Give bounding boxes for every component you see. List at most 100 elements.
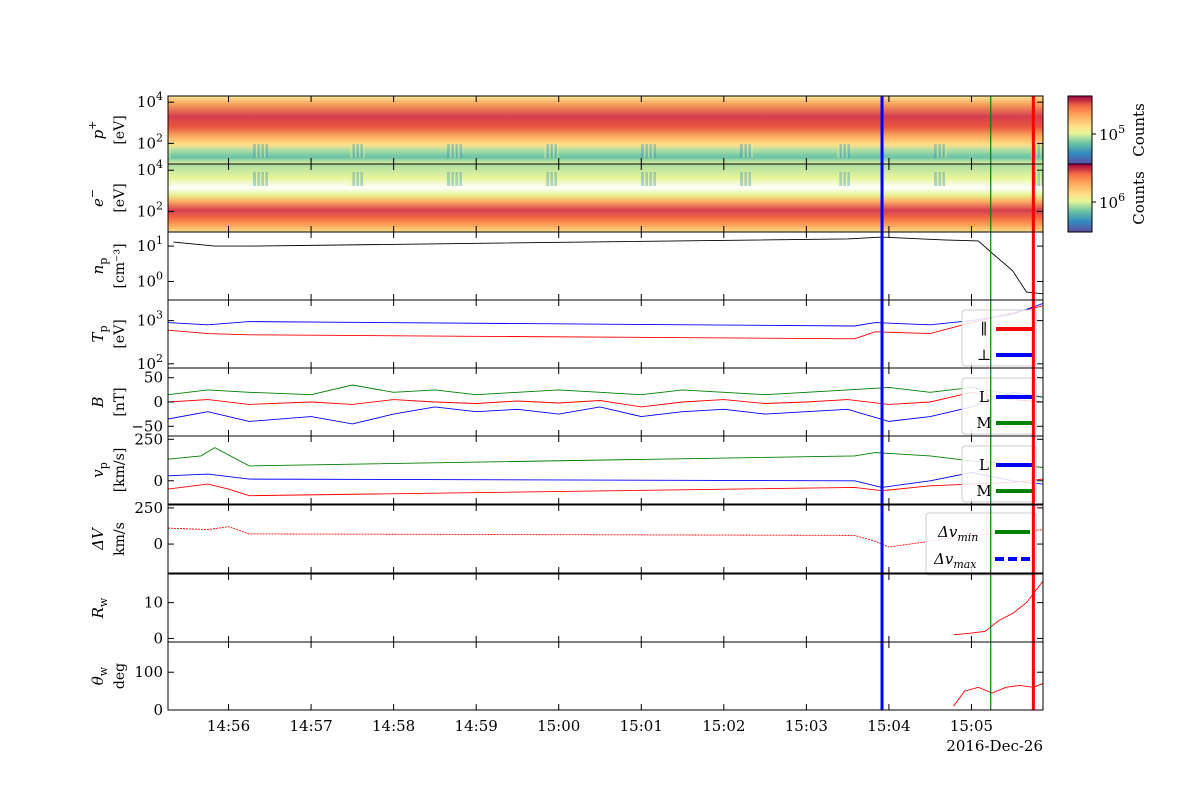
- delta-v-ylabel: ΔV: [89, 526, 107, 551]
- electron-spectrogram-texture-cell: [261, 172, 264, 186]
- panel-electron-spectrogram: 102 104 e− [eV]: [86, 158, 1043, 232]
- colorbar-electron-spectrogram: [1067, 163, 1093, 233]
- magnetic-field-series-2: [168, 391, 1043, 408]
- xtick-label: 14:56: [207, 717, 250, 735]
- event-markers: [880, 96, 1035, 710]
- walen-ratio-ytick-label: 0: [153, 629, 163, 647]
- electron-spectrogram-ytick-label: 102: [137, 199, 163, 220]
- proton-spectrogram-texture-cell: [546, 144, 549, 158]
- legend-label: Δvmax: [933, 550, 977, 571]
- proton-spectrogram-texture-cell: [455, 144, 458, 158]
- xtick-label: 15:02: [702, 717, 745, 735]
- xtick-label: 14:57: [289, 717, 332, 735]
- electron-spectrogram-texture-cell: [455, 172, 458, 186]
- proton-spectrogram-texture-cell: [255, 144, 258, 158]
- legend-box: [961, 445, 1037, 503]
- electron-spectrogram-texture-cell: [839, 172, 842, 186]
- electron-spectrogram-texture-cell: [653, 172, 656, 186]
- proton-spectrogram-texture-cell: [647, 144, 650, 158]
- electron-spectrogram-texture-cell: [253, 172, 256, 186]
- velocity-yunit: [km/s]: [112, 448, 128, 493]
- proton-spectrogram-texture-cell: [742, 144, 745, 158]
- density-series-0: [173, 236, 1043, 295]
- electron-spectrogram-texture-cell: [641, 172, 644, 186]
- colorbar-label: Counts: [1130, 103, 1148, 157]
- electron-spectrogram-texture-cell: [1035, 172, 1038, 186]
- electron-spectrogram-texture-cell: [457, 172, 460, 186]
- proton-spectrogram-texture-cell: [746, 144, 749, 158]
- electron-spectrogram-texture-cell: [451, 172, 454, 186]
- walen-ratio-frame: [167, 573, 1044, 643]
- proton-spectrogram-texture-cell: [843, 144, 846, 158]
- electron-spectrogram-texture-cell: [544, 172, 547, 186]
- electron-spectrogram-texture-cell: [449, 172, 452, 186]
- proton-spectrogram-texture-cell: [938, 144, 941, 158]
- temperature-ytick-label: 102: [137, 352, 163, 373]
- proton-spectrogram-texture-cell: [936, 144, 939, 158]
- electron-spectrogram-texture-cell: [847, 172, 850, 186]
- electron-spectrogram-texture-cell: [643, 172, 646, 186]
- velocity-legend: LM: [961, 445, 1037, 503]
- panel-density: 100 101 np [cm⁻³]: [89, 232, 1043, 300]
- temperature-legend: ∥⊥: [961, 309, 1037, 367]
- xtick-label: 15:03: [785, 717, 828, 735]
- proton-spectrogram-yunit: [eV]: [112, 115, 128, 144]
- panel-proton-spectrogram: 102 104 p+ [eV]: [86, 90, 1043, 164]
- electron-spectrogram-texture: [168, 172, 1043, 186]
- electron-spectrogram-texture-cell: [651, 172, 654, 186]
- electron-spectrogram-texture-cell: [1041, 172, 1043, 186]
- electron-spectrogram-texture-cell: [934, 172, 937, 186]
- electron-spectrogram-ylabel: e−: [86, 189, 107, 207]
- electron-spectrogram-texture-cell: [459, 172, 462, 186]
- walen-angle-ylabel: θw: [89, 666, 110, 685]
- magnetic-field-series-0: [168, 391, 1043, 425]
- proton-spectrogram-texture-cell: [253, 144, 256, 158]
- proton-spectrogram-texture-cell: [354, 144, 357, 158]
- proton-spectrogram-texture-cell: [934, 144, 937, 158]
- electron-spectrogram-texture-cell: [447, 172, 450, 186]
- electron-spectrogram-texture-cell: [748, 172, 751, 186]
- proton-spectrogram-texture-cell: [1037, 144, 1040, 158]
- proton-spectrogram-texture-cell: [548, 144, 551, 158]
- walen-ratio-series-0: [953, 580, 1043, 636]
- walen-angle-frame: [167, 641, 1044, 711]
- delta-v-legend: Δvmin Δvmax: [925, 512, 1037, 576]
- electron-spectrogram-texture-cell: [942, 172, 945, 186]
- walen-ratio-ylabel: Rw: [89, 597, 110, 619]
- proton-spectrogram-texture-cell: [641, 144, 644, 158]
- electron-spectrogram-texture-cell: [1039, 172, 1042, 186]
- electron-spectrogram-yunit: [eV]: [112, 183, 128, 212]
- proton-spectrogram-texture: [168, 144, 1043, 158]
- proton-spectrogram-texture-cell: [449, 144, 452, 158]
- magnetic-field-legend: LM: [961, 377, 1037, 435]
- electron-spectrogram-texture-cell: [742, 172, 745, 186]
- proton-spectrogram-image: [168, 96, 1043, 164]
- proton-spectrogram-ylabel: p+: [86, 121, 107, 140]
- colorbar-label: Counts: [1130, 171, 1148, 225]
- velocity-ytick-label: 250: [134, 430, 163, 448]
- electron-spectrogram-texture-cell: [843, 172, 846, 186]
- electron-spectrogram-texture-cell: [356, 172, 359, 186]
- legend-label: L: [979, 388, 989, 406]
- density-ytick-label: 101: [137, 234, 163, 255]
- proton-spectrogram-texture-cell: [350, 144, 353, 158]
- velocity-series-2: [168, 478, 1043, 497]
- proton-spectrogram-texture-cell: [550, 144, 553, 158]
- proton-spectrogram-texture-cell: [459, 144, 462, 158]
- proton-spectrogram-texture-cell: [744, 144, 747, 158]
- proton-spectrogram-texture-cell: [261, 144, 264, 158]
- electron-spectrogram-texture-cell: [944, 172, 947, 186]
- proton-spectrogram-texture-cell: [653, 144, 656, 158]
- velocity-ytick-label: 0: [153, 472, 163, 490]
- electron-spectrogram-texture-cell: [750, 172, 753, 186]
- electron-spectrogram-texture-cell: [1037, 172, 1040, 186]
- electron-spectrogram-texture-cell: [837, 172, 840, 186]
- magnetic-field-series-1: [168, 384, 1043, 398]
- legend-box: [961, 309, 1037, 367]
- proton-spectrogram-texture-cell: [940, 144, 943, 158]
- proton-spectrogram-texture-cell: [457, 144, 460, 158]
- electron-spectrogram-texture-cell: [259, 172, 262, 186]
- proton-spectrogram-texture-cell: [259, 144, 262, 158]
